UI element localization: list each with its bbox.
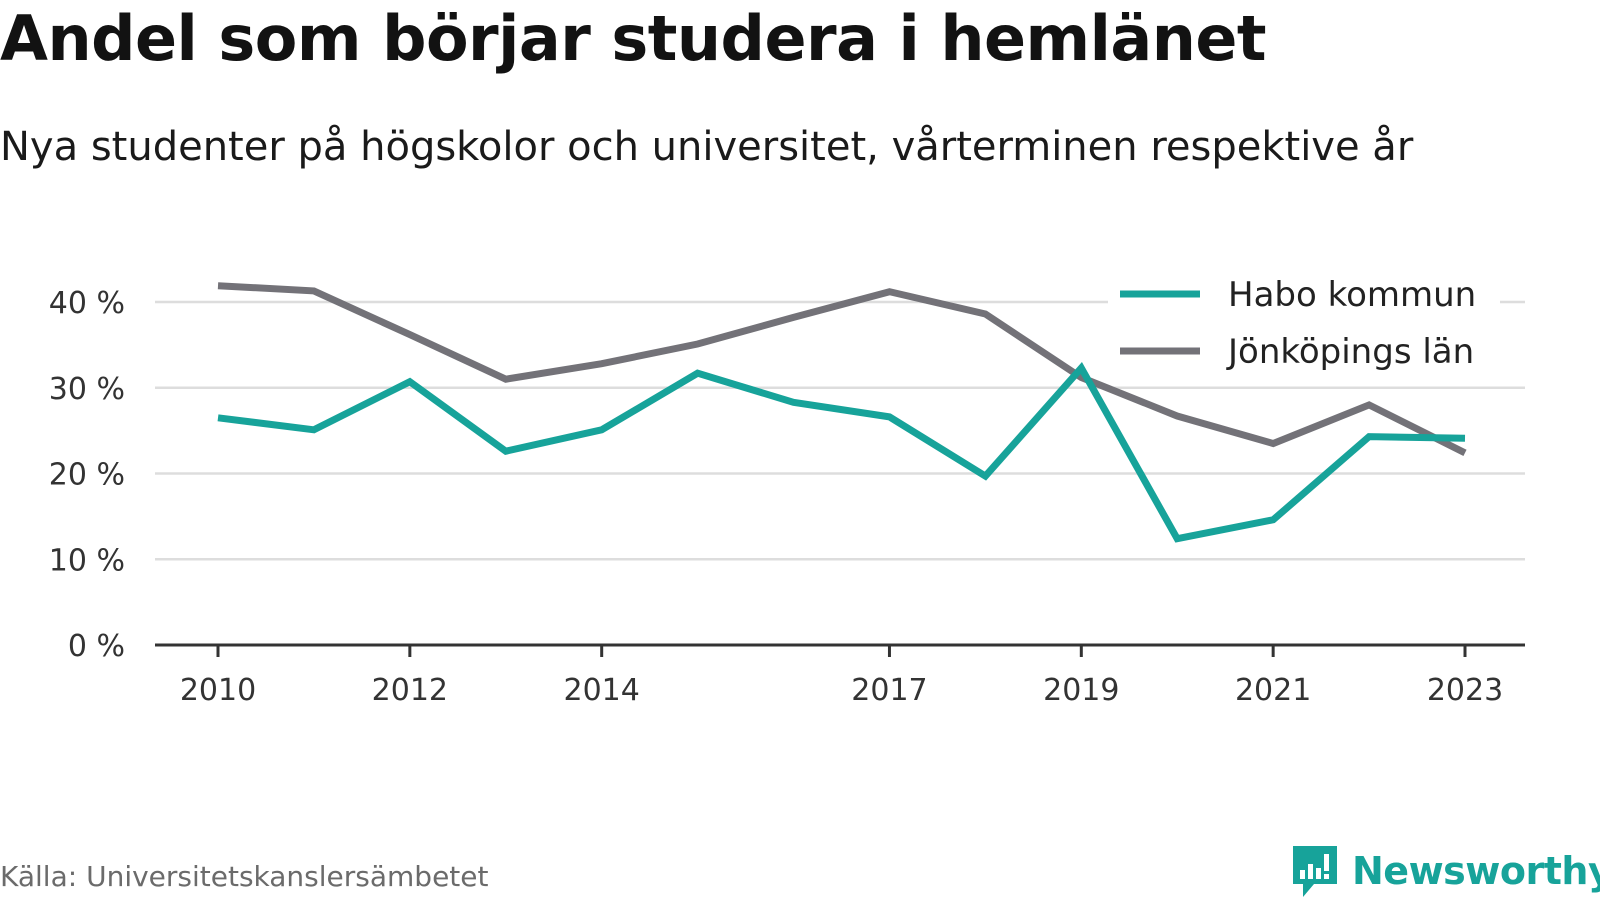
- brand-logo: Newsworthy: [1290, 843, 1600, 899]
- chart-title: Andel som börjar studera i hemlänet: [0, 2, 1267, 75]
- source-note: Källa: Universitetskanslersämbetet: [0, 860, 489, 893]
- x-tick-label: 2021: [1235, 673, 1311, 708]
- x-tick-label: 2014: [564, 673, 640, 708]
- y-tick-label: 20 %: [49, 458, 125, 493]
- newsworthy-logo-icon: [1293, 846, 1337, 897]
- y-tick-label: 40 %: [49, 286, 125, 321]
- x-tick-label: 2023: [1427, 673, 1503, 708]
- chart-subtitle: Nya studenter på högskolor och universit…: [0, 124, 1414, 170]
- y-tick-label: 30 %: [49, 372, 125, 407]
- series-line-j-nk-pings-l-n: [217, 282, 1467, 457]
- x-tick-label: 2010: [180, 673, 256, 708]
- x-tick-label: 2019: [1043, 673, 1119, 708]
- x-axis: [155, 643, 1525, 657]
- series-line-habo-kommun: [217, 362, 1466, 543]
- y-tick-label: 10 %: [49, 543, 125, 578]
- brand-name: Newsworthy: [1352, 849, 1600, 893]
- legend: Habo kommun Jönköpings län: [1108, 275, 1500, 375]
- legend-label-habo-kommun: Habo kommun: [1228, 275, 1476, 315]
- series-lines: [217, 282, 1467, 543]
- legend-label-j-nk-pings-l-n: Jönköpings län: [1226, 332, 1474, 372]
- x-tick-label: 2012: [372, 673, 448, 708]
- y-tick-label: 0 %: [68, 629, 125, 664]
- y-axis-tick-labels: 0 % 10 % 20 % 30 % 40 %: [49, 286, 125, 664]
- x-tick-label: 2017: [851, 673, 927, 708]
- x-axis-tick-labels: 2010 2012 2014 2017 2019 2021 2023: [180, 673, 1503, 708]
